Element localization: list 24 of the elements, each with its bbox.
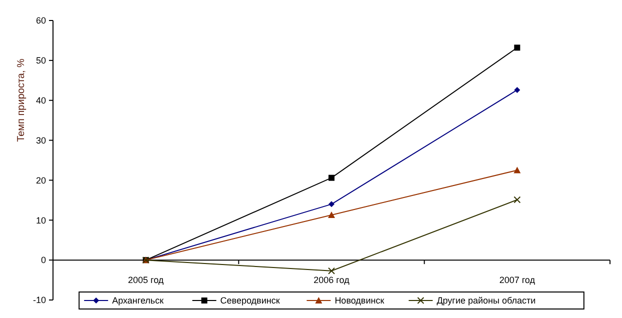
point <box>328 211 335 218</box>
legend-label: Северодвинск <box>220 296 280 306</box>
x-tick-label: 2005 год <box>128 275 164 286</box>
y-tick-label: 30 <box>36 135 46 146</box>
x-tick-label: 2007 год <box>499 275 536 286</box>
legend-label: Архангельск <box>112 296 164 306</box>
point <box>514 44 520 51</box>
point <box>328 174 334 181</box>
point <box>328 267 335 274</box>
y-tick-label: 50 <box>36 56 46 66</box>
y-tick-label: 40 <box>36 96 46 106</box>
point <box>514 166 521 174</box>
point <box>514 196 521 204</box>
y-axis-title: Темп прироста, % <box>16 58 27 142</box>
y-tick-label: 10 <box>36 215 46 226</box>
y-tick-label: -10 <box>32 295 46 306</box>
legend-label: Новодвинск <box>334 296 384 306</box>
y-tick-label: 20 <box>36 175 46 186</box>
y-tick-label: 0 <box>40 255 46 266</box>
point <box>328 201 334 208</box>
point <box>514 86 520 93</box>
x-tick-label: 2006 год <box>314 275 350 286</box>
legend-label: Другие районы области <box>436 296 536 306</box>
y-tick-label: 60 <box>36 16 46 26</box>
